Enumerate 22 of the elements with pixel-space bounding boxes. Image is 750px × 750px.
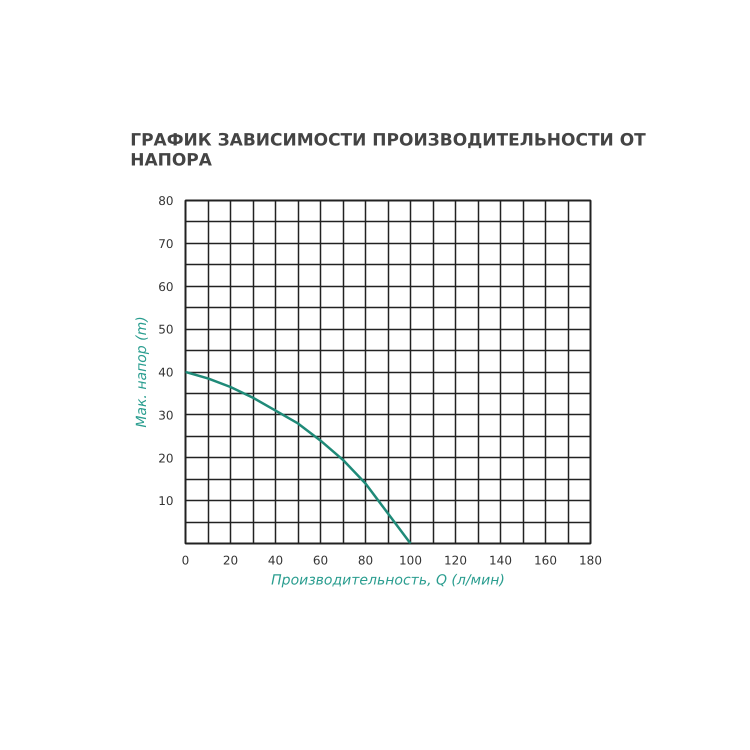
line-series	[186, 370, 412, 544]
y-axis-title: Мак. напор (m)	[134, 316, 150, 428]
y-tick-label: 80	[158, 194, 174, 208]
x-tick-label: 120	[444, 554, 467, 568]
x-tick-label: 100	[399, 554, 422, 568]
x-tick-label: 20	[222, 554, 238, 568]
y-tick-label: 10	[158, 494, 174, 508]
y-tick-label: 30	[158, 408, 174, 422]
chart-title: ГРАФИК ЗАВИСИМОСТИ ПРОИЗВОДИТЕЛЬНОСТИ ОТ НАПОРА	[130, 130, 646, 170]
x-tick-label: 160	[534, 554, 557, 568]
y-tick-label: 20	[158, 451, 174, 466]
y-tick-label: 70	[158, 236, 174, 251]
y-tick-label: 40	[158, 366, 174, 380]
x-axis-title: Производительность, Q (л/мин)	[271, 572, 505, 588]
x-tick-label: 40	[268, 554, 284, 568]
y-tick-label: 60	[158, 280, 174, 294]
x-tick-label: 180	[579, 554, 602, 568]
x-tick-label: 60	[312, 554, 328, 568]
x-tick-label: 80	[358, 554, 374, 568]
x-tick-label: 0	[182, 554, 190, 568]
x-tick-label: 140	[489, 554, 512, 568]
y-tick-label: 50	[158, 322, 174, 337]
